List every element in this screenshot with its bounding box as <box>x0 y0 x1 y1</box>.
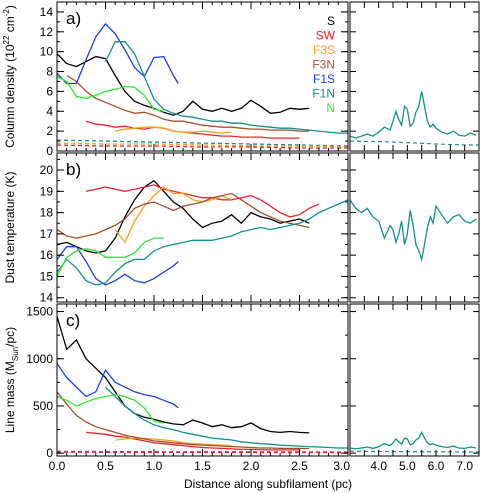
y-tick-label: 1000 <box>26 352 53 366</box>
y-tick-label: 500 <box>33 399 53 413</box>
series-group <box>57 316 348 454</box>
legend-entry-n: N <box>326 101 335 115</box>
series-f3n-line <box>66 74 310 132</box>
x-tick-label: 0.0 <box>49 459 66 473</box>
right-series-f1n-line <box>350 91 477 139</box>
legend-entry-f3n: F3N <box>312 58 335 72</box>
series-f1s-line <box>57 363 179 409</box>
legend-entry-f1s: F1S <box>313 72 335 86</box>
series-n-line <box>57 237 164 277</box>
series-s-line <box>57 316 310 434</box>
right-series-group <box>350 91 479 146</box>
right-x-tick-label: 7.0 <box>456 459 473 473</box>
y-tick-label: 10 <box>40 45 54 59</box>
legend-entry-s: S <box>327 14 335 28</box>
right-series-group <box>350 199 477 262</box>
x-tick-label: 2.0 <box>243 459 260 473</box>
right-series-group <box>350 430 479 453</box>
x-tick-label: 1.0 <box>146 459 163 473</box>
y-tick-label: 18 <box>40 206 54 220</box>
y-axis-label-part: ) <box>3 5 17 9</box>
series-f1s-line <box>57 22 179 85</box>
y-axis-label: Column density (1022 cm-2) <box>2 5 17 148</box>
panel-label: c) <box>66 311 80 330</box>
y-axis-label-part: Line mass (M <box>3 361 17 433</box>
series-f3n-line <box>57 192 310 239</box>
series-f3s-line <box>115 437 232 447</box>
y-axis-label: Dust temperature (K) <box>3 171 17 283</box>
series-n-line <box>57 393 164 424</box>
right-series-f1n-line <box>350 430 477 450</box>
x-axis-label: Distance along subfilament (pc) <box>184 477 352 491</box>
series-sw-line <box>85 120 300 139</box>
panel-frame <box>56 1 349 152</box>
panel-1: 0 2 4 6 8 10 12 14 a) Column density (1022 cm-2) S… <box>2 1 480 158</box>
y-tick-label: 20 <box>40 163 54 177</box>
panel-2: 14 15 16 17 18 19 20 b) Dust temperature (K) <box>3 152 480 305</box>
series-n-line <box>57 75 164 112</box>
y-tick-label: 8 <box>46 65 53 79</box>
y-tick-label: 2 <box>46 124 53 138</box>
series-f3s-line <box>114 186 232 244</box>
panel-label: b) <box>66 160 81 179</box>
x-tick-label: 1.5 <box>194 459 211 473</box>
series-group <box>57 179 348 286</box>
x-tick-label: 3.0 <box>333 459 350 473</box>
y-tick-label: 16 <box>40 248 54 262</box>
right-x-tick-label: 4.0 <box>370 459 387 473</box>
legend-entry-sw: SW <box>316 29 336 43</box>
series-sw-line <box>85 184 320 218</box>
series-f1n-line <box>104 41 348 134</box>
y-tick-label: 17 <box>40 227 54 241</box>
series-f3s-line <box>115 126 232 134</box>
y-axis-label-part: 22 <box>2 35 11 44</box>
y-axis-label-part: Sun <box>11 347 20 361</box>
y-tick-label: 0 <box>46 144 53 158</box>
y-tick-label: 19 <box>40 184 54 198</box>
y-tick-label: 14 <box>40 5 54 19</box>
series-sw-line <box>86 431 300 451</box>
right-x-tick-label: 5.0 <box>399 459 416 473</box>
right-panel-frame <box>349 303 480 457</box>
right-panel-frame <box>349 1 480 152</box>
y-axis-label-part: -2 <box>2 9 11 17</box>
legend-entry-f1n: F1N <box>312 87 335 101</box>
series-f3n-line <box>57 391 310 450</box>
y-tick-label: 15 <box>40 269 54 283</box>
y-tick-label: 4 <box>46 104 53 118</box>
y-axis-label: Line mass (MSun/pc) <box>3 327 20 433</box>
y-tick-label: 12 <box>40 25 54 39</box>
right-dashed-line <box>350 140 479 146</box>
series-group <box>57 22 348 149</box>
y-tick-label: 0 <box>46 446 53 460</box>
x-tick-label: 0.5 <box>97 459 114 473</box>
right-panel-frame <box>349 152 480 303</box>
series-f1s-line <box>57 246 179 286</box>
right-dashed-line <box>350 450 479 453</box>
x-tick-label: 2.5 <box>291 459 308 473</box>
y-tick-label: 1500 <box>26 305 53 319</box>
series-s-line <box>57 53 310 116</box>
y-axis-label-part: /pc) <box>3 327 17 347</box>
y-axis-label-part: Column density (10 <box>3 44 17 148</box>
legend-entry-f3s: F3S <box>313 43 335 57</box>
y-tick-label: 6 <box>46 84 53 98</box>
series-f1n-line <box>105 386 348 449</box>
panel-label: a) <box>66 9 81 28</box>
y-axis-label-part: cm <box>3 16 17 35</box>
panel-3: 0 500 1000 1500 c) Line mass (MSun/pc) 0.0 0.5 1… <box>3 303 480 473</box>
right-x-tick-label: 6.0 <box>428 459 445 473</box>
series-f1n-line <box>57 199 348 286</box>
right-series-f1n-line <box>350 199 477 262</box>
y-tick-label: 14 <box>40 291 54 305</box>
